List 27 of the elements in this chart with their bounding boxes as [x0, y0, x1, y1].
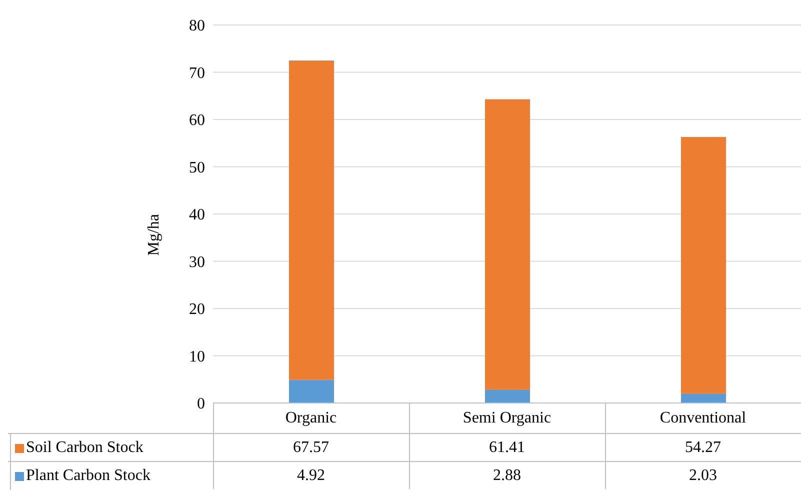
y-tick-label: 60 — [189, 112, 205, 130]
data-label: 67.57 — [292, 438, 330, 458]
legend-label: Plant Carbon Stock — [26, 467, 150, 485]
y-tick-label: 10 — [189, 348, 205, 366]
y-tick-label: 70 — [189, 64, 205, 82]
y-tick-label: 80 — [189, 18, 205, 35]
y-axis-title: Mg/ha — [146, 214, 163, 256]
bar — [289, 60, 334, 380]
legend-label: Soil Carbon Stock — [26, 439, 144, 457]
y-tick-label: 30 — [189, 254, 205, 271]
bar — [681, 393, 726, 403]
bar — [289, 380, 334, 403]
data-label: 4.92 — [296, 466, 326, 486]
bar — [485, 389, 530, 403]
y-tick-label: 20 — [189, 301, 205, 318]
data-label: 61.41 — [488, 438, 526, 458]
y-tick-label: 40 — [189, 206, 205, 224]
x-tick-label: Semi Organic — [462, 409, 552, 426]
y-tick-label: 50 — [189, 159, 205, 176]
data-label: 54.27 — [684, 438, 722, 458]
bar — [681, 136, 726, 394]
data-label: 2.88 — [492, 466, 522, 486]
data-label: 2.03 — [688, 466, 718, 486]
y-tick-label: 0 — [197, 396, 205, 413]
x-tick-label: Organic — [285, 409, 337, 426]
x-tick-label: Conventional — [660, 409, 747, 426]
bar — [485, 99, 530, 390]
